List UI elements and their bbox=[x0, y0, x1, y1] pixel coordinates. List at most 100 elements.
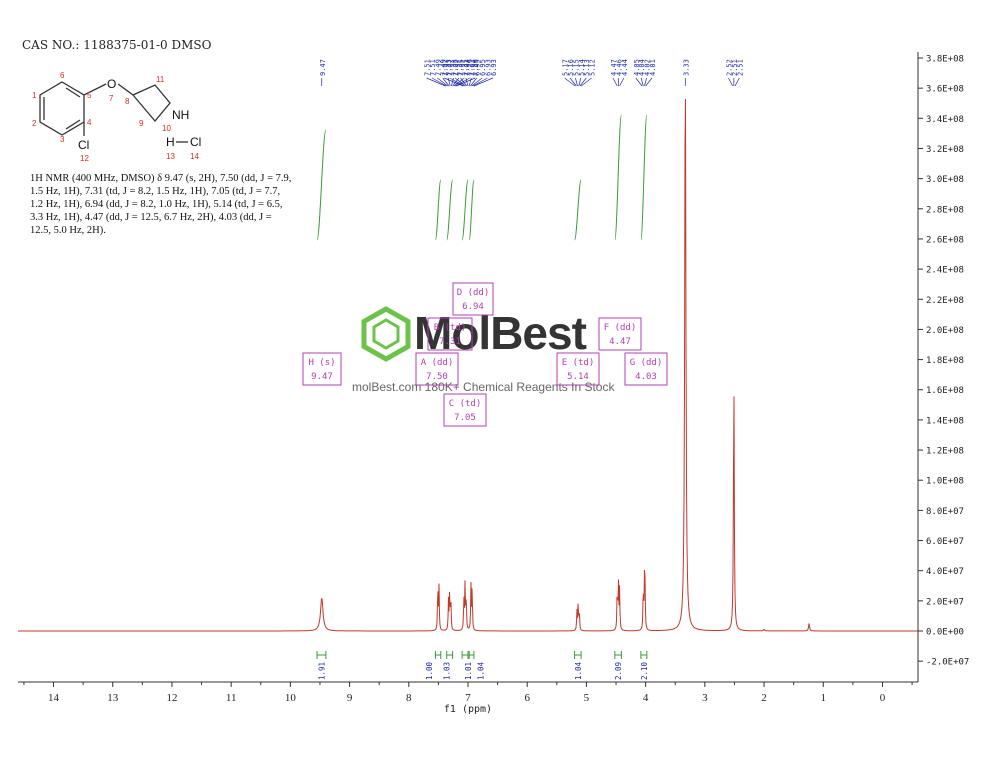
integral-value: 1.04 bbox=[574, 661, 583, 680]
peak-label-leader bbox=[454, 77, 466, 87]
peak-label-leader bbox=[471, 77, 483, 87]
integral-value: 2.10 bbox=[640, 661, 649, 680]
peak-labels: 9.47 7.517.517.497.497.337.337.317.317.29… bbox=[319, 59, 744, 87]
y-tick-label: 3.6E+08 bbox=[926, 85, 964, 95]
y-tick-label: 1.2E+08 bbox=[926, 447, 964, 457]
y-tick-label: 1.8E+08 bbox=[926, 356, 964, 366]
peak-label-leader bbox=[645, 77, 653, 87]
nh-label: NH bbox=[172, 108, 189, 122]
peak-label-leader bbox=[612, 77, 618, 87]
peak-label: 5.15 bbox=[572, 59, 580, 76]
atom-number: 7 bbox=[109, 94, 114, 103]
peak-label: 7.05 bbox=[452, 59, 460, 76]
x-tick-label: 0 bbox=[880, 692, 886, 704]
peak-label: 4.04 bbox=[638, 59, 646, 76]
atom-number: 3 bbox=[60, 135, 65, 144]
peak-label-leader bbox=[580, 77, 592, 87]
multiplet-ppm: 7.05 bbox=[454, 413, 476, 423]
peak-label-leader bbox=[644, 77, 647, 87]
peak-label: 4.02 bbox=[644, 59, 652, 76]
y-tick-label: 3.2E+08 bbox=[926, 145, 964, 155]
chlorine-label: Cl bbox=[78, 138, 89, 152]
y-tick-label: 1.6E+08 bbox=[926, 386, 964, 396]
peak-label-leader bbox=[452, 77, 460, 87]
multiplet-ppm: 9.47 bbox=[311, 372, 333, 382]
peak-label-leader bbox=[465, 77, 469, 87]
y-tick-label: 0.0E+00 bbox=[926, 628, 964, 638]
integral-curve bbox=[640, 114, 648, 241]
peak-label: 7.33 bbox=[451, 59, 459, 76]
x-tick-label: 9 bbox=[347, 692, 353, 704]
peak-label: 5.17 bbox=[562, 59, 570, 76]
peak-label: 7.07 bbox=[447, 59, 455, 76]
peak-label: 7.51 bbox=[429, 59, 437, 76]
peak-label-leader bbox=[468, 77, 472, 87]
atom-number: 4 bbox=[87, 118, 92, 127]
atom-number: 9 bbox=[139, 119, 144, 128]
peak-label-leader bbox=[575, 77, 578, 87]
atom-number: 6 bbox=[60, 71, 65, 80]
atom-number: 2 bbox=[32, 119, 37, 128]
y-tick-label: 2.6E+08 bbox=[926, 235, 964, 245]
atom-number: 1 bbox=[32, 91, 37, 100]
peak-label-leader bbox=[470, 77, 477, 87]
peak-label: 4.01 bbox=[649, 59, 657, 76]
y-tick-label: 8.0E+07 bbox=[926, 507, 964, 517]
peak-label: 5.16 bbox=[567, 59, 575, 76]
peak-label-leader bbox=[579, 77, 587, 87]
peak-label: 5.12 bbox=[589, 59, 597, 76]
multiplet-ppm: 4.47 bbox=[609, 337, 631, 347]
peak-label-leader bbox=[472, 77, 488, 87]
peak-label-leader bbox=[473, 77, 494, 87]
integral-value: 1.03 bbox=[443, 662, 452, 680]
integral-curve bbox=[614, 114, 622, 241]
hcl-chlorine-label: Cl bbox=[190, 135, 201, 149]
peak-label-leader bbox=[447, 77, 451, 87]
peak-label: 7.03 bbox=[463, 59, 471, 76]
molbest-logo-icon bbox=[361, 306, 411, 362]
peak-label: 6.93 bbox=[484, 59, 492, 76]
watermark-brand: MolBest bbox=[414, 307, 587, 359]
peak-label: 7.33 bbox=[445, 59, 453, 76]
y-tick-label: 2.2E+08 bbox=[926, 296, 964, 306]
peak-label: 7.31 bbox=[461, 59, 469, 76]
peak-label: 7.31 bbox=[456, 59, 464, 76]
peak-label: 3.33 bbox=[682, 59, 690, 76]
x-tick-label: 10 bbox=[285, 692, 297, 704]
y-tick-label: 3.0E+08 bbox=[926, 175, 964, 185]
peak-label: 7.03 bbox=[468, 59, 476, 76]
peak-label: 7.51 bbox=[424, 59, 432, 76]
multiplet-name: C (td) bbox=[449, 399, 482, 409]
peak-label: 6.95 bbox=[479, 59, 487, 76]
multiplet-box bbox=[624, 352, 668, 386]
x-tick-label: 6 bbox=[524, 692, 530, 704]
peak-label: 6.95 bbox=[474, 59, 482, 76]
multiplet-box bbox=[302, 352, 342, 386]
peak-label: 7.29 bbox=[472, 59, 480, 76]
peak-label-leader bbox=[456, 77, 476, 87]
peak-label-leader bbox=[453, 77, 465, 87]
peak-label-leader bbox=[431, 77, 447, 87]
y-tick-label: -2.0E+07 bbox=[926, 658, 969, 668]
molecule-structure: O NH Cl H Cl 1 2 3 4 5 6 7 8 9 10 11 12 … bbox=[32, 71, 201, 163]
y-tick-label: 2.4E+08 bbox=[926, 266, 964, 276]
x-tick-label: 7 bbox=[465, 692, 471, 704]
watermark-tagline: molBest.com 180K+ Chemical Reagents In S… bbox=[352, 380, 615, 394]
multiplet-box bbox=[598, 317, 642, 351]
y-tick-label: 2.0E+07 bbox=[926, 597, 964, 607]
multiplet-name: F (dd) bbox=[604, 323, 637, 333]
integral-curve bbox=[316, 129, 327, 241]
x-tick-label: 13 bbox=[107, 692, 119, 704]
integral-curve bbox=[446, 179, 454, 241]
peak-label-leader bbox=[426, 77, 446, 87]
atom-number: 5 bbox=[87, 91, 92, 100]
integral-value: 1.91 bbox=[317, 662, 326, 680]
peak-label-leader bbox=[734, 77, 740, 87]
peak-label: 4.46 bbox=[615, 59, 623, 76]
peak-label-leader bbox=[619, 77, 625, 87]
peak-label-leader bbox=[437, 77, 449, 87]
x-tick-label: 4 bbox=[643, 692, 649, 704]
y-tick-label: 2.0E+08 bbox=[926, 326, 964, 336]
hydrogen-label: H bbox=[166, 135, 175, 149]
